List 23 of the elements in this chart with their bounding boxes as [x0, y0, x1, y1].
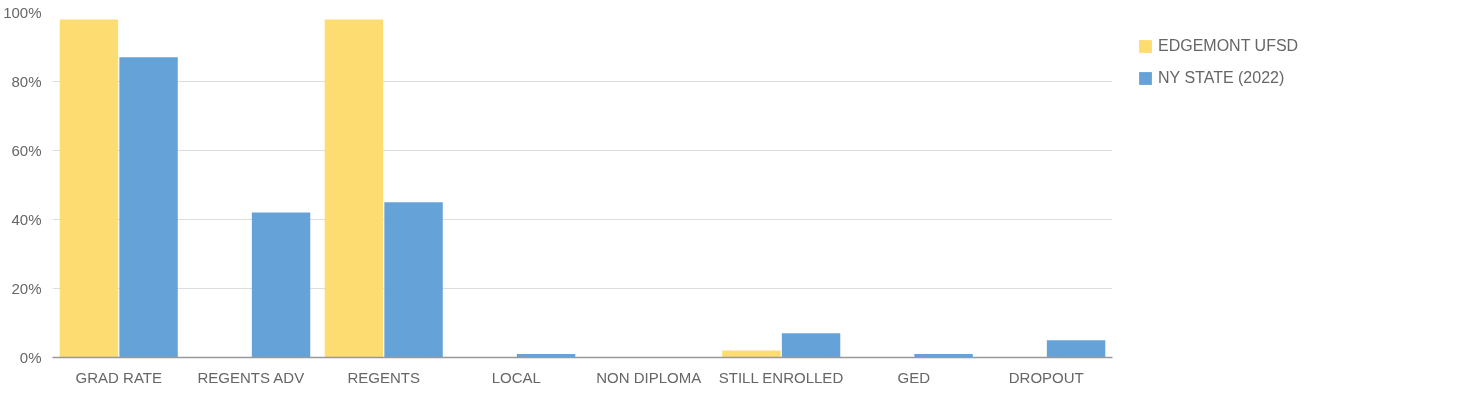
legend-label: NY STATE (2022) — [1158, 69, 1285, 87]
bar — [251, 212, 311, 358]
bar — [59, 19, 119, 358]
y-tick-label: 40% — [11, 211, 42, 228]
y-tick-label: 100% — [3, 4, 42, 21]
legend-label: EDGEMONT UFSD — [1158, 37, 1299, 55]
y-tick-label: 80% — [11, 73, 42, 90]
x-tick-label: STILL ENROLLED — [718, 368, 844, 386]
bar — [384, 202, 443, 358]
x-tick-label: GED — [897, 368, 931, 386]
bar — [781, 333, 841, 358]
x-tick-label: DROPOUT — [1008, 368, 1084, 386]
x-tick-label: REGENTS — [347, 368, 421, 386]
x-tick-label: NON DIPLOMA — [596, 368, 702, 386]
bar — [1046, 340, 1106, 358]
bar — [119, 57, 178, 358]
y-tick-label: 20% — [11, 280, 42, 297]
x-tick-label: GRAD RATE — [75, 368, 162, 386]
bar — [324, 19, 384, 358]
y-tick-label: 60% — [11, 142, 42, 159]
x-tick-label: LOCAL — [491, 368, 541, 386]
y-tick-label: 0% — [19, 349, 42, 366]
x-tick-label: REGENTS ADV — [197, 368, 305, 386]
